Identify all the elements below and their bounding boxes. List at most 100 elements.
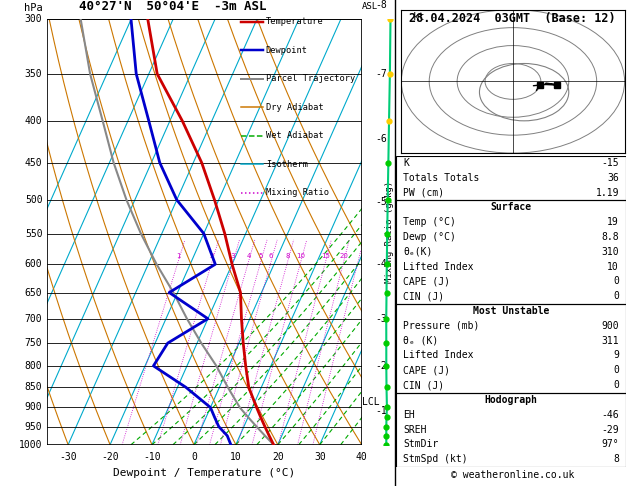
Text: 400: 400	[25, 116, 43, 126]
Text: 650: 650	[25, 288, 43, 297]
Text: Dewpoint: Dewpoint	[265, 46, 308, 54]
Text: 10: 10	[230, 452, 242, 462]
Text: Temp (°C): Temp (°C)	[403, 217, 456, 227]
Text: 350: 350	[25, 69, 43, 79]
Text: 36: 36	[607, 173, 619, 183]
Text: © weatheronline.co.uk: © weatheronline.co.uk	[451, 470, 574, 480]
Text: 300: 300	[25, 15, 43, 24]
Text: PW (cm): PW (cm)	[403, 188, 444, 197]
Text: CIN (J): CIN (J)	[403, 380, 444, 390]
Text: Most Unstable: Most Unstable	[473, 306, 549, 316]
Text: 40°27'N  50°04'E  -3m ASL: 40°27'N 50°04'E -3m ASL	[79, 0, 267, 13]
Text: -8: -8	[376, 0, 387, 10]
Text: 0: 0	[613, 277, 619, 286]
Text: 15: 15	[321, 253, 330, 259]
Text: 3: 3	[231, 253, 235, 259]
Text: 0: 0	[191, 452, 197, 462]
Text: -10: -10	[143, 452, 161, 462]
Text: -46: -46	[601, 410, 619, 420]
Text: Mixing Ratio: Mixing Ratio	[265, 188, 329, 197]
Text: 311: 311	[601, 336, 619, 346]
Text: 550: 550	[25, 228, 43, 239]
Text: 600: 600	[25, 259, 43, 269]
Text: StmSpd (kt): StmSpd (kt)	[403, 454, 468, 464]
Text: -29: -29	[601, 425, 619, 434]
Text: Temperature: Temperature	[265, 17, 323, 26]
Text: 20: 20	[272, 452, 284, 462]
Text: 40: 40	[356, 452, 367, 462]
Text: 750: 750	[25, 338, 43, 348]
Text: 6: 6	[269, 253, 274, 259]
Text: 700: 700	[25, 313, 43, 324]
Bar	[396, 156, 626, 200]
Text: Mixing Ratio (g/kg): Mixing Ratio (g/kg)	[385, 181, 394, 283]
Text: CIN (J): CIN (J)	[403, 291, 444, 301]
Text: -20: -20	[101, 452, 119, 462]
Text: Parcel Trajectory: Parcel Trajectory	[265, 74, 355, 83]
Text: -6: -6	[376, 134, 387, 144]
Text: CAPE (J): CAPE (J)	[403, 365, 450, 375]
Text: Pressure (mb): Pressure (mb)	[403, 321, 479, 331]
Text: -2: -2	[376, 361, 387, 371]
Text: 97°: 97°	[601, 439, 619, 450]
Text: 800: 800	[25, 361, 43, 371]
Text: 4: 4	[247, 253, 251, 259]
Text: 2: 2	[210, 253, 214, 259]
Text: 10: 10	[607, 261, 619, 272]
Text: kt: kt	[413, 13, 425, 22]
Text: LCL: LCL	[362, 397, 379, 407]
Text: 0: 0	[613, 291, 619, 301]
Text: Dewp (°C): Dewp (°C)	[403, 232, 456, 242]
Text: θₑ (K): θₑ (K)	[403, 336, 438, 346]
Text: CAPE (J): CAPE (J)	[403, 277, 450, 286]
Text: -4: -4	[376, 259, 387, 269]
Text: 28.04.2024  03GMT  (Base: 12): 28.04.2024 03GMT (Base: 12)	[409, 12, 616, 25]
Text: 0: 0	[613, 365, 619, 375]
Text: -1: -1	[376, 406, 387, 416]
Text: Wet Adiabat: Wet Adiabat	[265, 131, 323, 140]
Text: km
ASL: km ASL	[362, 0, 378, 11]
Text: SREH: SREH	[403, 425, 426, 434]
Text: 900: 900	[25, 402, 43, 413]
Text: Isotherm: Isotherm	[265, 159, 308, 169]
Text: 450: 450	[25, 157, 43, 168]
Text: StmDir: StmDir	[403, 439, 438, 450]
Text: -15: -15	[601, 158, 619, 168]
Text: -3: -3	[376, 313, 387, 324]
Text: 9: 9	[613, 350, 619, 361]
Text: 8.8: 8.8	[601, 232, 619, 242]
Text: 950: 950	[25, 421, 43, 432]
Text: 1000: 1000	[19, 440, 43, 450]
Text: 1.19: 1.19	[596, 188, 619, 197]
Text: 500: 500	[25, 195, 43, 205]
Text: 8: 8	[613, 454, 619, 464]
Text: Dewpoint / Temperature (°C): Dewpoint / Temperature (°C)	[113, 468, 296, 478]
Text: 10: 10	[296, 253, 306, 259]
Text: 19: 19	[607, 217, 619, 227]
Text: 900: 900	[601, 321, 619, 331]
Text: 30: 30	[314, 452, 326, 462]
Text: Hodograph: Hodograph	[484, 395, 538, 405]
Text: -30: -30	[59, 452, 77, 462]
Text: hPa: hPa	[24, 3, 43, 13]
Text: -7: -7	[376, 69, 387, 79]
Text: Lifted Index: Lifted Index	[403, 261, 474, 272]
Text: 850: 850	[25, 382, 43, 392]
Text: 5: 5	[259, 253, 263, 259]
Text: Surface: Surface	[491, 202, 532, 212]
Text: 8: 8	[286, 253, 290, 259]
Text: θₑ(K): θₑ(K)	[403, 247, 433, 257]
Text: -5: -5	[376, 197, 387, 207]
Bar	[396, 304, 626, 393]
Text: Lifted Index: Lifted Index	[403, 350, 474, 361]
Text: 0: 0	[613, 380, 619, 390]
Text: 1: 1	[176, 253, 181, 259]
Text: 20: 20	[339, 253, 348, 259]
Text: 310: 310	[601, 247, 619, 257]
Text: Dry Adiabat: Dry Adiabat	[265, 103, 323, 112]
Bar	[396, 200, 626, 304]
Text: K: K	[403, 158, 409, 168]
Text: EH: EH	[403, 410, 415, 420]
Bar	[396, 393, 626, 467]
Text: Totals Totals: Totals Totals	[403, 173, 479, 183]
